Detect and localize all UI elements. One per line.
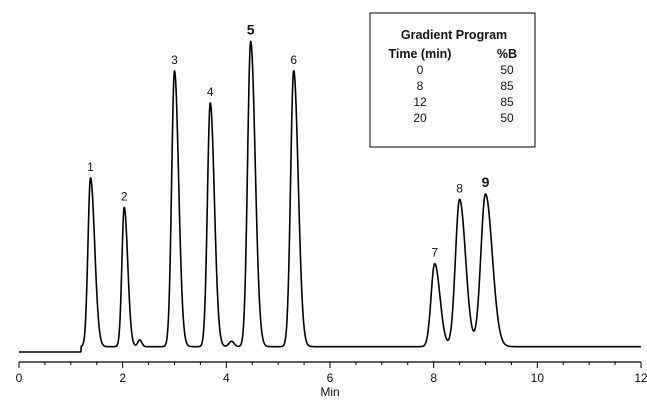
x-tick-label: 4 xyxy=(223,371,230,385)
peak-label-1: 1 xyxy=(87,160,94,174)
gradient-time-cell: 8 xyxy=(417,79,424,93)
x-tick-label: 8 xyxy=(430,371,437,385)
gradient-b-cell: 50 xyxy=(500,63,514,77)
x-tick-label: 12 xyxy=(634,371,647,385)
gradient-b-cell: 50 xyxy=(500,111,514,125)
gradient-b-cell: 85 xyxy=(500,95,514,109)
peak-label-7: 7 xyxy=(431,246,438,260)
peak-label-9: 9 xyxy=(482,174,490,190)
gradient-time-cell: 20 xyxy=(413,111,427,125)
gradient-program-title: Gradient Program xyxy=(401,28,507,42)
gradient-col-time-header: Time (min) xyxy=(389,47,452,61)
x-tick-label: 0 xyxy=(16,371,23,385)
peak-label-2: 2 xyxy=(121,189,128,203)
x-tick-label: 2 xyxy=(119,371,126,385)
gradient-time-cell: 0 xyxy=(417,63,424,77)
x-tick-label: 10 xyxy=(531,371,545,385)
x-axis-title: Min xyxy=(320,385,339,399)
peak-label-4: 4 xyxy=(207,85,214,99)
gradient-col-b-header: %B xyxy=(497,47,517,61)
peak-label-8: 8 xyxy=(456,181,463,195)
x-tick-label: 6 xyxy=(327,371,334,385)
peak-label-6: 6 xyxy=(290,53,297,67)
gradient-program-box xyxy=(369,12,536,148)
peak-label-5: 5 xyxy=(247,21,255,37)
peak-label-3: 3 xyxy=(171,53,178,67)
gradient-b-cell: 85 xyxy=(500,79,514,93)
gradient-program-table: Gradient Program Time (min) %B 0 50 8 85 12 8… xyxy=(369,12,536,148)
gradient-program-rows: 0 50 8 85 12 85 20 50 xyxy=(413,63,514,125)
gradient-time-cell: 12 xyxy=(413,95,427,109)
x-axis-ticks: 0 2 4 6 8 10 12 xyxy=(16,362,647,385)
chromatogram-trace xyxy=(18,40,642,353)
